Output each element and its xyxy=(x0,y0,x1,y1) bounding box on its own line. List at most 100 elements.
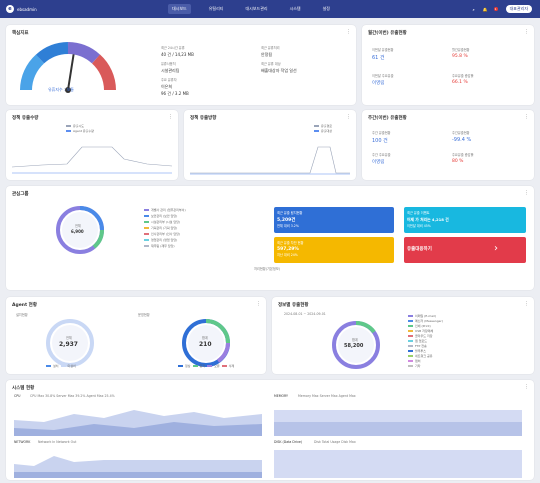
donut-center-value: 6,900 xyxy=(71,229,84,234)
chart-legend: Disk Total Usage Disk Max xyxy=(314,440,356,444)
menu-utility[interactable]: 유틸리티 xyxy=(208,6,224,11)
sub-title: 설치현황 xyxy=(16,313,28,317)
date-range: 2024-08-01 ~ 2024-09-01 xyxy=(284,312,326,316)
donut-center-value: 2,937 xyxy=(59,341,78,348)
stat-value: 100 건 xyxy=(372,138,388,144)
donut-center-label: 전체 xyxy=(75,224,81,228)
info-leak-card: 정보별 유출현황 2024-08-01 ~ 2024-09-01 합계 58,2… xyxy=(272,297,534,374)
stat-value: 80 % xyxy=(452,159,464,164)
bell-icon[interactable]: 🔔 xyxy=(482,6,488,12)
gauge-chart xyxy=(20,42,116,93)
card-title: 관심그룹 xyxy=(12,192,29,197)
main-menu: 대시보드 유틸리티 대시보드관리 시스템 설정 xyxy=(168,0,334,18)
logo-icon: e xyxy=(6,5,14,13)
tile-detect[interactable]: 최근 유출 탐지현황 5,209건 전체 대비 3.2% xyxy=(274,207,394,233)
policy-count-chart xyxy=(12,146,172,174)
legend-item: Agent 유출수량 xyxy=(66,129,94,133)
stat-label: 주간 주요유출 xyxy=(372,153,391,157)
legend-item: 정상 중지 오류 삭제 xyxy=(178,364,234,368)
more-icon[interactable]: ⋮ xyxy=(346,29,351,35)
more-icon[interactable]: ⋮ xyxy=(256,301,261,307)
legend-item: 유출경로 xyxy=(314,124,332,128)
more-icon[interactable]: ⋮ xyxy=(346,114,351,120)
stat-value: 61 건 xyxy=(372,55,385,61)
user-menu[interactable]: 대표관리자 xyxy=(505,5,532,13)
info-leak-donut xyxy=(332,320,380,369)
chart-title: MEMORY xyxy=(274,394,288,398)
card-title: 시스템 현황 xyxy=(12,386,35,391)
agent-install-donut xyxy=(46,319,94,367)
chart-legend: CPU Max 30.8% Server Max 39.2% Agent Max… xyxy=(30,394,115,398)
stat-label: 주요유출 증감률 xyxy=(452,153,474,157)
donut-center-value: 210 xyxy=(199,341,212,348)
chevron-right-icon: › xyxy=(494,243,498,254)
tiles-caption: 처리현황(기본정보) xyxy=(254,267,280,271)
gauge-row-value: 안정됨 xyxy=(261,52,273,57)
key-index-card: 핵심지표 유휴지수 : 보통 최근 24시간 유휴 40 건 / 14,23 M… xyxy=(6,25,356,105)
gauge-row-key: 유휴사용처 xyxy=(161,62,176,66)
disk-chart xyxy=(274,450,522,478)
policy-count-card: 정책 유출수량 유출시도 Agent 유출수량 ⋮ xyxy=(6,110,178,180)
more-icon[interactable]: ⋮ xyxy=(524,114,529,120)
stat-label: 주요유출 증감률 xyxy=(452,74,474,78)
card-title: 정책 유출방향 xyxy=(190,116,217,121)
chart-legend: Memory Max Server Max Agent Max xyxy=(298,394,356,398)
chart-title: DISK (Data Drive) xyxy=(274,440,303,444)
gauge-row-value: 배출대상자 작업 일선 xyxy=(261,68,297,73)
menu-system[interactable]: 시스템 xyxy=(289,6,301,11)
top-nav: e ebsadmin 대시보드 유틸리티 대시보드관리 시스템 설정 ⌕ 🔔 1 대… xyxy=(0,0,540,18)
chart-title: NETWORK xyxy=(14,440,31,444)
weekly-leak-card: 주간(이번) 유출현황 주간 유출현황 100 건 주간유출현황 -99.4 %… xyxy=(362,110,534,180)
card-title: 정책 유출수량 xyxy=(12,116,39,121)
gauge-row-key: 최근 유휴처리 xyxy=(261,46,280,50)
card-title: Agent 현황 xyxy=(12,303,37,308)
stat-label: 주간 유출현황 xyxy=(372,131,391,135)
tile-block[interactable]: 최근 유출 차단 현황 597,29% 지난 대비 24% xyxy=(274,237,394,263)
gauge-row-value: 이은희 xyxy=(161,84,173,89)
gauge-row-key: 주요 유휴자 xyxy=(161,78,177,82)
legend-item: 설치 미설치 xyxy=(46,364,76,368)
gauge-row-value: 96 건 / 3.2 MB xyxy=(161,91,189,96)
agent-run-donut xyxy=(182,319,230,367)
search-icon[interactable]: ⌕ xyxy=(472,6,475,12)
tile-event[interactable]: 최근 유출 이벤트 어제 가 처리는 4,218 건 이번달 대비 45% xyxy=(404,207,526,233)
stat-value: 95.8 % xyxy=(452,54,468,59)
donut-center-label: 전체 xyxy=(66,336,72,340)
group-donut-chart xyxy=(56,206,105,254)
donut-center-label: 합계 xyxy=(352,338,358,342)
stat-label: 이번달 유출현황 xyxy=(372,48,394,52)
network-chart xyxy=(14,456,262,478)
card-title: 주간(이번) 유출현황 xyxy=(368,116,407,121)
more-icon[interactable]: ⋮ xyxy=(524,384,529,390)
agent-status-card: Agent 현황 설치현황 운영현황 전체 2,937 설치 미설치 합계 210… xyxy=(6,297,266,374)
chart-title: CPU xyxy=(14,394,21,398)
brand[interactable]: e ebsadmin xyxy=(6,5,37,13)
menu-settings[interactable]: 설정 xyxy=(322,6,330,11)
legend-item: 유출대상 xyxy=(314,129,332,133)
stat-value: 이영림 xyxy=(372,160,385,165)
more-icon[interactable]: ⋮ xyxy=(524,190,529,196)
more-icon[interactable]: ⋮ xyxy=(524,301,529,307)
stat-label: 이번달 주요유출 xyxy=(372,74,394,78)
stat-label: 월간유출현황 xyxy=(452,48,470,52)
stat-value: 이영림 xyxy=(372,81,385,86)
memory-chart xyxy=(274,410,522,436)
policy-direction-chart xyxy=(190,146,350,175)
stat-label: 주간유출현황 xyxy=(452,131,470,135)
more-icon[interactable]: ⋮ xyxy=(168,114,173,120)
menu-dashboard[interactable]: 대시보드 xyxy=(168,4,191,14)
chart-legend: Network In Network Out xyxy=(38,440,77,444)
more-icon[interactable]: ⋮ xyxy=(524,29,529,35)
legend-item: 유출시도 xyxy=(66,124,84,128)
tile-manage[interactable]: 유출대응하기 › xyxy=(404,237,526,263)
card-title: 핵심지표 xyxy=(12,31,29,36)
menu-dashboard-admin[interactable]: 대시보드관리 xyxy=(245,6,268,11)
card-title: 정보별 유출현황 xyxy=(278,303,309,308)
sub-title: 운영현황 xyxy=(138,313,150,317)
gauge-row-value: 40 건 / 14,23 MB xyxy=(161,52,194,57)
donut-center-value: 58,200 xyxy=(344,343,364,349)
donut-center-label: 합계 xyxy=(202,336,208,340)
notification-badge: 1 xyxy=(493,7,498,11)
gauge-label: 유휴지수 : 보통 xyxy=(48,87,74,92)
gauge-row-value: 시설관리팀 xyxy=(161,68,180,73)
